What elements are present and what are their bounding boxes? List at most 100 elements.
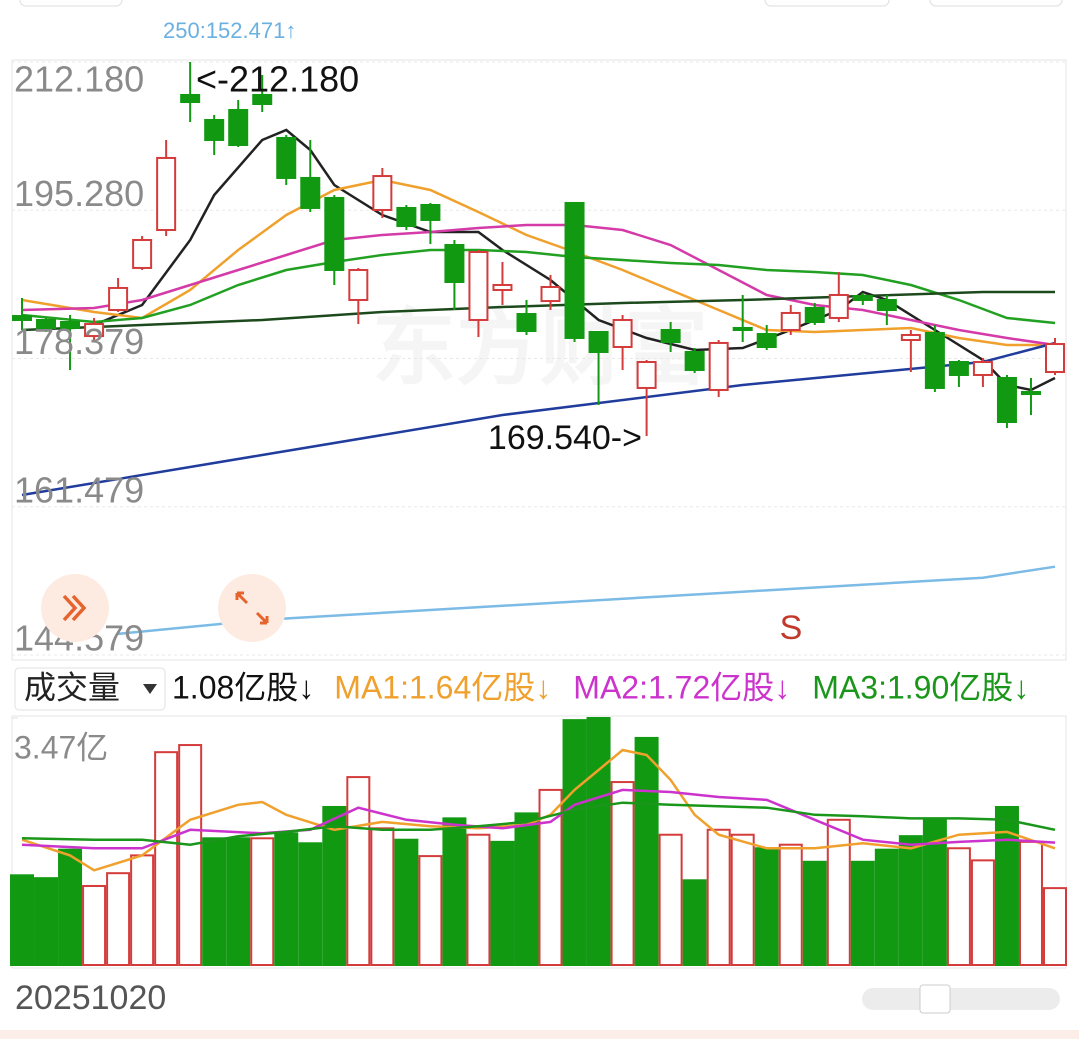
volume-bar [562,719,587,966]
expand-icon [235,591,269,625]
candle-body [12,315,32,321]
volume-ma-line [21,801,1056,846]
candle-body [108,286,129,311]
volume-bar [970,859,995,966]
candle-body [372,175,393,211]
current-volume: 1.08亿股↓ [172,669,314,705]
candle-body [300,176,321,209]
volume-bar [730,833,755,966]
candle-body [828,293,849,319]
low-annotation: 169.540-> [488,419,642,457]
volume-bar [226,837,251,966]
volume-bar [994,805,1019,966]
candle-body [180,93,201,104]
candle-body [252,93,273,106]
candle-body [660,328,681,344]
scroll-thumb[interactable] [919,984,951,1014]
candle-body [756,333,777,349]
candle-body [852,295,873,301]
candle-body [540,286,561,303]
candle-body [588,331,609,354]
volume-bar [658,833,683,966]
volume-bar [394,838,419,966]
candle-body [444,243,465,284]
volume-bar [898,835,923,966]
candle-body [996,376,1017,424]
legend-entry: MA2:1.72亿股↓ [573,669,790,705]
candle-body [876,298,897,311]
candle-body [348,268,369,301]
volume-bar [370,827,395,967]
top-button[interactable] [19,0,123,7]
volume-bar [154,751,179,967]
ma-line [21,178,1055,347]
volume-bar [274,832,299,967]
volume-bar [58,848,83,966]
candle-body [156,156,177,231]
volume-bar [442,817,467,966]
volume-bar [586,717,611,966]
volume-bar [130,854,155,967]
volume-bar [946,847,971,967]
candle-body [636,361,657,389]
volume-bar [514,812,539,967]
volume-bar [202,837,227,966]
bottom-strip [0,1030,1079,1039]
candle-body [708,341,729,391]
volume-bar [682,879,707,966]
volume-bar [490,840,515,966]
volume-bar [874,848,899,966]
indicator-selector-label: 成交量 [24,669,120,705]
candle-body [36,318,57,329]
candle-body [84,323,105,338]
volume-bar [754,847,779,967]
ma-line [21,248,1056,325]
volume-bar [1043,887,1067,966]
ma250-annotation: 250:152.471↑ [163,18,296,43]
volume-bar [610,781,635,967]
candle-body [420,203,441,221]
top-button[interactable] [929,0,1063,7]
top-button[interactable] [764,0,890,7]
candle-body [132,238,153,269]
volume-bar [82,884,107,966]
y-tick-label: 212.180 [14,59,144,100]
candle-body [276,136,297,179]
candle-body [804,306,825,324]
watermark: 东方财富 [372,301,708,395]
scrollbar[interactable] [862,988,1060,1010]
volume-tick-label: 3.47亿 [14,729,108,765]
volume-bar [922,818,947,966]
candle-body [684,351,705,371]
collapse-icon [62,594,87,622]
y-tick-label: 195.280 [14,173,144,214]
expand-button[interactable] [218,574,286,642]
candle-body [900,333,921,341]
dropdown-arrow [143,684,157,694]
volume-bar [418,855,443,967]
volume-bar [466,833,491,966]
volume-bar [298,842,323,966]
y-tick-label: 161.479 [14,469,144,510]
candle-body [492,283,513,291]
candle-body [1020,391,1041,396]
indicator-selector[interactable] [14,667,166,711]
candle-body [972,361,993,376]
legend-entry: MA1:1.64亿股↓ [334,669,551,705]
volume-bar [250,837,275,966]
ma-line [21,290,1055,332]
candle-body [516,313,537,333]
candle-body [324,196,345,271]
candle-body [396,206,417,228]
volume-bar [802,860,827,966]
candle-body [780,311,801,331]
price-panel [11,59,1067,661]
ma-line [21,341,1056,497]
candle-body [948,361,969,376]
candle-body [612,318,633,349]
volume-bar [346,776,371,966]
date-label: 20251020 [15,979,166,1017]
candle-body [60,321,81,329]
volume-bar [322,805,347,966]
